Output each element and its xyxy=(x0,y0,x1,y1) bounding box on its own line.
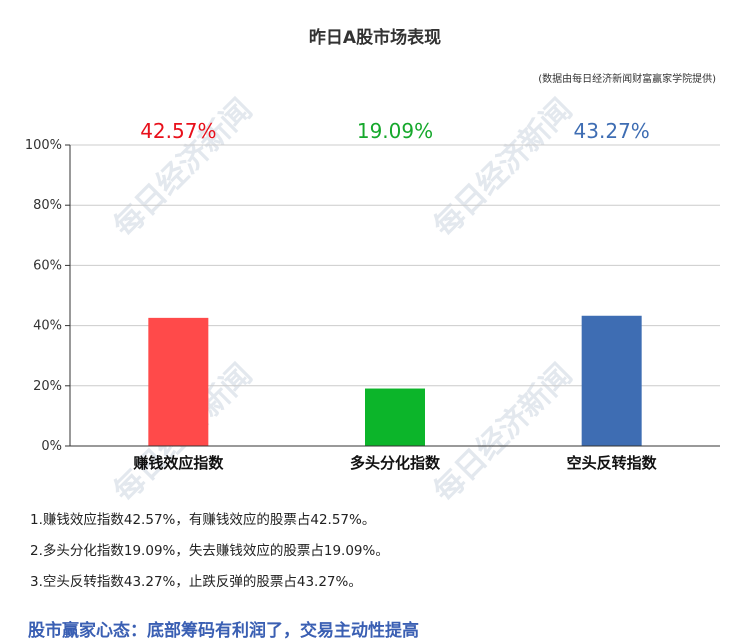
y-tick-label: 60% xyxy=(33,258,62,273)
chart-source-note: (数据由每日经济新闻财富赢家学院提供) xyxy=(538,72,716,85)
category-label: 空头反转指数 xyxy=(567,454,658,472)
bar-1 xyxy=(148,317,209,446)
note-item: 3.空头反转指数43.27%，止跌反弹的股票占43.27%。 xyxy=(30,574,362,590)
value-label: 19.09% xyxy=(357,119,433,143)
explanation-notes: 1.赚钱效应指数42.57%，有赚钱效应的股票占42.57%。 2.多头分化指数… xyxy=(30,510,730,603)
bar-chart: 每日经济新闻每日经济新闻每日经济新闻每日经济新闻每日经济新闻每日经济新闻 昨日A… xyxy=(25,27,720,505)
bar-3 xyxy=(581,315,642,446)
value-label: 43.27% xyxy=(574,119,650,143)
watermark-text: 每日经济新闻 xyxy=(107,92,259,244)
bars xyxy=(148,315,642,446)
y-tick-label: 80% xyxy=(33,198,62,213)
y-tick-label: 40% xyxy=(33,319,62,334)
chart-title: 昨日A股市场表现 xyxy=(309,27,441,48)
y-tick-label: 100% xyxy=(25,138,62,153)
x-axis-labels: 赚钱效应指数 多头分化指数 空头反转指数 xyxy=(132,454,657,472)
y-tick-label: 0% xyxy=(41,439,62,454)
y-tick-label: 20% xyxy=(33,379,62,394)
watermark-text: 每日经济新闻 xyxy=(427,357,579,505)
bar-2 xyxy=(365,388,425,446)
category-label: 赚钱效应指数 xyxy=(132,454,224,472)
watermark-text: 每日经济新闻 xyxy=(427,92,579,244)
y-axis-ticks: 0% 20% 40% 60% 80% 100% xyxy=(25,138,70,454)
value-labels: 42.57% 19.09% 43.27% xyxy=(140,119,650,143)
note-item: 2.多头分化指数19.09%，失去赚钱效应的股票占19.09%。 xyxy=(30,543,389,559)
category-label: 多头分化指数 xyxy=(350,454,441,472)
note-item: 1.赚钱效应指数42.57%，有赚钱效应的股票占42.57%。 xyxy=(30,512,376,528)
value-label: 42.57% xyxy=(140,119,216,143)
market-sentiment-headline: 股市赢家心态：底部筹码有利润了，交易主动性提高 xyxy=(28,621,419,641)
